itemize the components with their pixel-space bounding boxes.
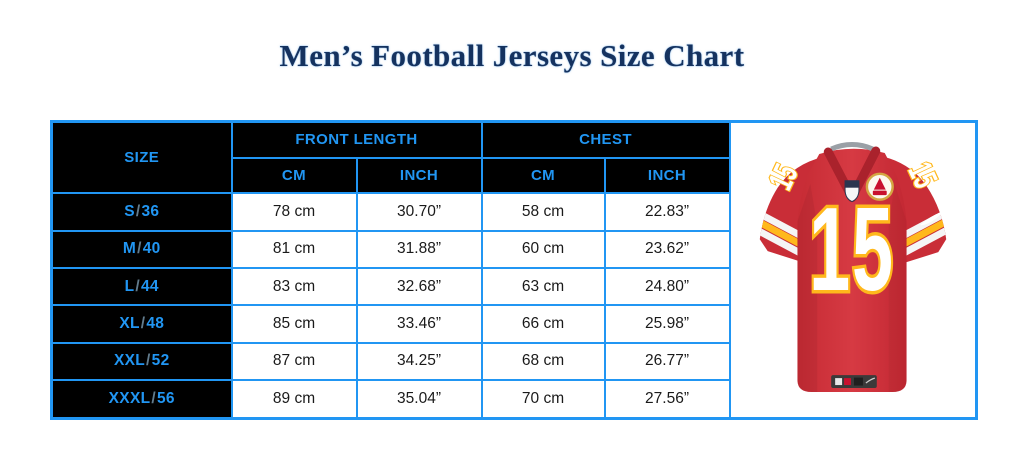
measurement-cell: 83 cm	[230, 267, 358, 307]
jersey-inner-collar	[830, 142, 875, 152]
size-table: SIZE FRONT LENGTH CHEST	[50, 120, 979, 420]
size-label: XXXL/56	[50, 379, 233, 420]
measurement-cell: 58 cm	[480, 192, 606, 232]
measurement-cell: 30.70”	[355, 192, 483, 232]
table-row: M/40 81 cm 31.88” 60 cm 23.62”	[50, 229, 977, 270]
nike-swoosh-icon	[920, 211, 944, 226]
measurement-cell: 66 cm	[480, 304, 606, 344]
table-row: XXXL/56 89 cm 35.04” 70 cm 27.56”	[50, 379, 977, 420]
size-label: S/36	[50, 192, 233, 232]
measurement-cell: 63 cm	[480, 267, 606, 307]
page-title: Men’s Football Jerseys Size Chart	[279, 38, 745, 73]
column-header-chest: CHEST	[480, 120, 731, 159]
column-header-front-length: FRONT LENGTH	[230, 120, 483, 159]
measurement-cell: 60 cm	[480, 229, 606, 270]
column-header-chest-cm: CM	[480, 156, 606, 195]
jersey-image-cell: 15 15	[728, 120, 978, 420]
table-row: XL/48 85 cm 33.46” 66 cm 25.98”	[50, 304, 977, 344]
size-table-body: SIZE FRONT LENGTH CHEST	[50, 120, 978, 420]
jersey-image: 15 15	[760, 142, 947, 392]
size-label: L/44	[50, 267, 233, 307]
nfl-shield-icon	[844, 180, 860, 203]
measurement-cell: 25.98”	[603, 304, 731, 344]
table-row: S/36 78 cm 30.70” 58 cm 22.83”	[50, 192, 977, 232]
size-label: M/40	[50, 229, 233, 270]
measurement-cell: 24.80”	[603, 267, 731, 307]
jock-tag	[831, 375, 878, 389]
table-row: L/44 83 cm 32.68” 63 cm 24.80”	[50, 267, 977, 307]
column-header-front-inch: INCH	[355, 156, 483, 195]
size-chart-area: SIZE FRONT LENGTH CHEST	[50, 120, 979, 420]
torso-shade-left	[797, 183, 818, 392]
measurement-cell: 32.68”	[355, 267, 483, 307]
column-header-size: SIZE	[50, 120, 233, 195]
measurement-cell: 26.77”	[603, 341, 731, 382]
table-row: XXL/52 87 cm 34.25” 68 cm 26.77”	[50, 341, 977, 382]
size-label: XXL/52	[50, 341, 233, 382]
measurement-cell: 78 cm	[230, 192, 358, 232]
measurement-cell: 34.25”	[355, 341, 483, 382]
header-row-units: CM INCH CM INCH	[52, 156, 977, 195]
measurement-cell: 68 cm	[480, 341, 606, 382]
measurement-cell: 89 cm	[230, 379, 358, 420]
measurement-cell: 33.46”	[355, 304, 483, 344]
measurement-cell: 85 cm	[230, 304, 358, 344]
size-label: XL/48	[50, 304, 233, 344]
measurement-cell: 23.62”	[603, 229, 731, 270]
header-row-groups: SIZE FRONT LENGTH CHEST	[50, 120, 978, 420]
svg-text:15: 15	[809, 182, 895, 315]
jersey-number: 15	[807, 179, 896, 318]
column-header-front-cm: CM	[230, 156, 358, 195]
measurement-cell: 35.04”	[355, 379, 483, 420]
measurement-cell: 87 cm	[230, 341, 358, 382]
column-header-chest-inch: INCH	[603, 156, 731, 195]
measurement-cell: 31.88”	[355, 229, 483, 270]
measurement-cell: 81 cm	[230, 229, 358, 270]
measurement-cell: 22.83”	[603, 192, 731, 232]
measurement-cell: 70 cm	[480, 379, 606, 420]
torso-shade-right	[888, 183, 907, 392]
team-patch-icon	[865, 172, 895, 201]
measurement-cell: 27.56”	[603, 379, 731, 420]
jersey-torso	[797, 148, 907, 392]
